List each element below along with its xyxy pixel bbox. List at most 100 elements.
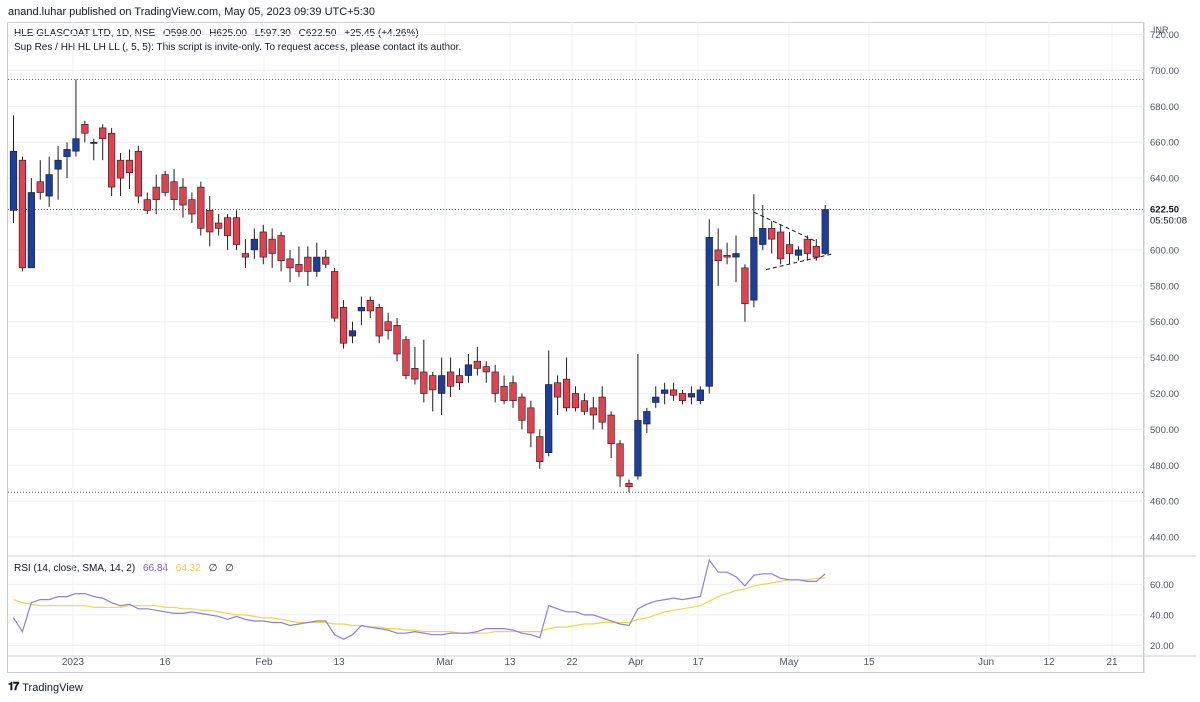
candle-body [348,330,357,337]
candle-body [652,396,660,403]
candle-body [313,256,321,272]
price-tick-label: 560.00 [1150,317,1179,328]
publisher-header: anand.luhar published on TradingView.com… [8,6,376,18]
candle-body [598,396,606,423]
candle-body [286,258,294,269]
rsi-legend[interactable]: RSI (14, close, SMA, 14, 2) 66.84 64.32 … [14,563,239,574]
candle-body [259,231,267,258]
candle-body [625,482,633,488]
candle-body [518,396,526,421]
candle-body [366,299,374,312]
candle-body [554,382,562,398]
rsi-sma-line [13,577,826,634]
candle-body [143,199,151,211]
candle-body [241,253,250,258]
current-price-badge [1145,201,1197,228]
candle-body [223,217,232,236]
candle-body [268,238,276,254]
candle-body [9,150,18,211]
candle-body [429,375,437,391]
time-tick-label: Feb [255,657,273,668]
rsi-tick-label: 60.00 [1150,580,1174,591]
candle-body [696,389,704,401]
candle-body [304,256,312,272]
candle-body [607,414,615,445]
candle-body [759,228,767,245]
time-tick-label: 22 [566,657,578,668]
candle-body [188,199,196,215]
price-tick-label: 440.00 [1150,533,1179,544]
candle-body [357,307,365,312]
triangle-lower-line [765,253,835,271]
candle-body [402,339,410,376]
price-change: +25.45 (+4.26%) [344,28,419,39]
candle-body [54,159,62,170]
symbol-name[interactable]: HLE GLASCOAT LTD, 1D, NSE [14,28,156,39]
candle-body [170,181,178,200]
candle-body [446,371,455,387]
candle-body [455,375,464,384]
candle-body [116,159,125,179]
price-tick-label: 520.00 [1150,389,1179,400]
countdown-label: 05:50:08 [1150,216,1187,227]
candle-body [72,138,80,152]
time-tick-label: 21 [1106,657,1118,668]
candle-body [384,321,392,331]
candle-body [812,246,820,258]
candle-body [794,249,803,256]
price-tick-label: 600.00 [1150,245,1179,256]
tradingview-brand[interactable]: 𝟏𝟕 TradingView [8,681,83,694]
candle-body [732,253,740,258]
candle-body [643,411,651,425]
time-tick-label: 17 [692,657,704,668]
candle-body [714,249,722,261]
candle-body [277,235,285,261]
candle-body [527,407,535,434]
triangle-upper-line [753,211,816,242]
price-tick-label: 720.00 [1150,30,1179,41]
candle-body [536,436,544,462]
candle-body [197,186,205,229]
indicator-description: Sup Res / HH HL LH LL (, 5, 5): This scr… [14,42,462,53]
time-tick-label: 16 [159,657,171,668]
candle-body [81,123,89,134]
candle-body [580,400,588,412]
candle-body [393,324,401,355]
time-tick-label: 2023 [62,657,85,668]
candle-body [27,192,35,269]
candle-body [125,159,134,174]
rsi-sma-value: 64.32 [175,563,201,574]
time-tick-label: 13 [333,657,345,668]
price-tick-label: 480.00 [1150,461,1179,472]
rsi-tick-label: 20.00 [1150,641,1174,652]
time-tick-label: 13 [504,657,516,668]
current-price-label: 622.50 [1150,205,1179,216]
candle-body [45,174,53,197]
candle-body [678,393,687,401]
candle-body [18,159,27,269]
price-tick-label: 460.00 [1150,497,1179,508]
time-tick-label: Jun [978,657,994,668]
rsi-value: 66.84 [142,563,168,574]
candle-body [482,366,490,373]
candle-body [250,238,258,251]
time-tick-label: May [780,657,799,668]
candle-body [331,271,339,319]
candle-body [562,378,571,409]
candle-body [750,237,758,301]
candle-body [232,217,241,245]
candle-body [161,174,169,193]
candle-body [99,127,107,139]
price-tick-label: 680.00 [1150,102,1179,113]
candle-body [509,382,517,401]
candle-body [634,420,642,477]
candle-body [500,386,508,401]
candle-body [616,443,624,477]
candle-body [152,186,160,200]
indicator-legend[interactable]: Sup Res / HH HL LH LL (, 5, 5): This scr… [14,42,466,53]
candle-body [438,375,446,394]
candle-body [63,149,71,157]
candle-body [785,244,794,254]
time-tick-label: 12 [1043,657,1055,668]
